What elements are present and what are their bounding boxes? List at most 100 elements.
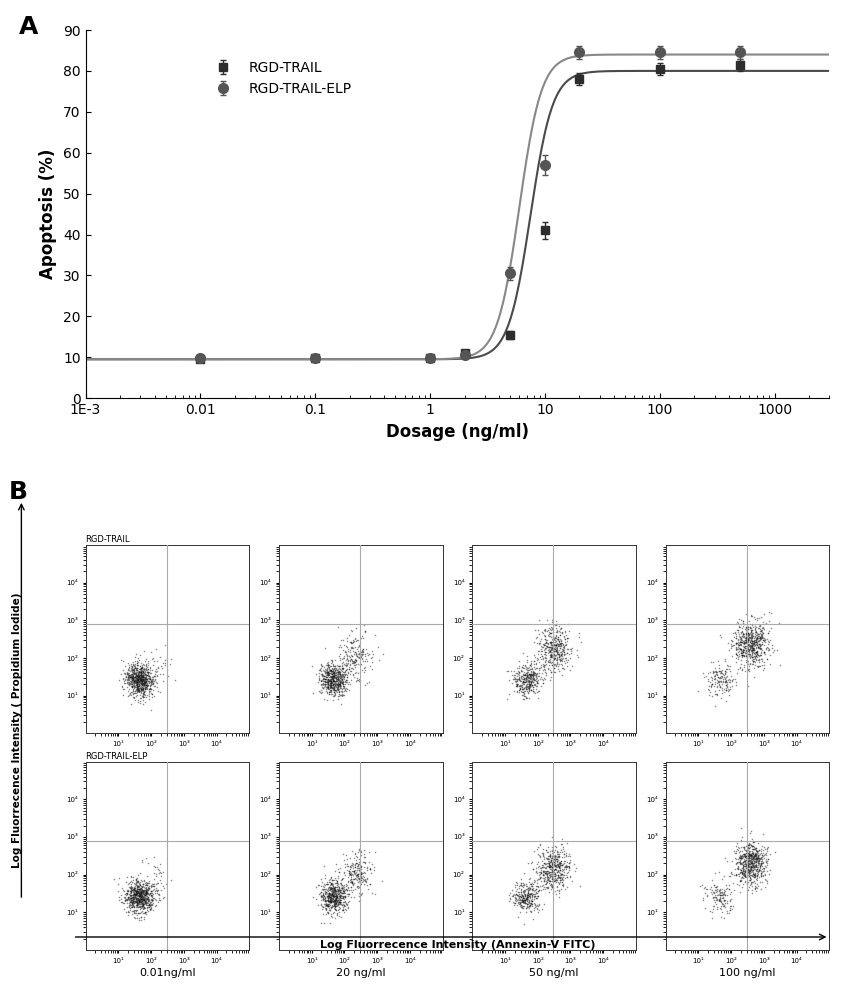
Point [128,672,142,688]
Point [517,660,531,676]
Point [322,894,336,910]
Point [740,858,754,874]
Point [743,872,757,888]
Point [563,641,576,657]
Point [132,882,145,898]
Point [510,663,524,679]
Point [737,626,751,642]
Point [525,677,539,693]
Point [731,651,745,667]
Point [112,672,126,688]
Point [332,886,345,902]
Point [711,892,725,908]
Point [540,634,553,650]
Point [744,647,758,663]
Point [139,683,152,699]
Point [532,897,545,913]
Point [716,884,729,900]
Point [746,839,760,855]
Point [704,674,717,690]
Point [550,635,563,651]
Point [321,679,335,695]
Point [128,664,142,680]
Point [504,885,517,901]
Point [347,863,361,879]
Point [501,663,515,679]
Point [746,845,759,861]
Point [139,681,152,697]
Point [536,675,550,691]
Point [144,892,158,908]
Point [544,881,557,897]
Point [131,668,144,684]
Point [520,892,534,908]
Point [740,647,753,663]
Point [526,668,540,684]
Point [545,620,559,636]
Point [748,637,762,653]
Point [122,669,136,685]
Point [327,684,341,700]
Point [121,674,134,690]
Point [119,671,133,687]
Point [326,673,339,689]
Point [736,618,750,634]
Point [516,893,530,909]
Point [333,677,347,693]
Point [516,890,530,906]
Point [748,621,762,637]
Point [745,862,758,878]
Point [133,891,147,907]
Point [752,862,766,878]
Point [326,665,339,681]
Point [346,863,360,879]
Point [135,883,149,899]
Point [150,653,163,669]
Point [740,630,753,646]
Point [148,883,162,899]
Point [554,632,568,648]
Point [351,656,364,672]
Point [129,671,143,687]
Point [542,873,556,889]
Point [127,880,141,896]
Point [510,671,523,687]
Point [148,663,162,679]
Point [143,902,156,918]
Point [557,638,570,654]
Point [329,669,343,685]
Point [136,900,150,916]
Point [321,898,334,914]
Point [322,879,336,895]
Point [333,680,347,696]
Point [741,678,755,694]
Point [328,682,342,698]
Point [540,639,554,655]
Point [327,880,341,896]
Point [528,649,542,665]
Point [528,670,541,686]
Point [540,638,554,654]
Point [549,637,563,653]
Point [559,627,573,643]
Point [330,887,344,903]
Point [699,885,712,901]
Point [716,669,729,685]
Point [339,674,352,690]
Point [328,662,342,678]
Point [737,635,751,651]
Point [358,872,372,888]
Point [729,642,743,658]
Point [125,876,139,892]
Point [339,858,353,874]
Point [737,840,751,856]
Point [757,625,770,641]
Point [733,865,746,881]
Point [144,883,158,899]
Point [703,684,716,700]
Point [512,678,526,694]
Point [137,883,150,899]
Point [748,848,762,864]
Point [742,637,756,653]
Point [528,666,542,682]
